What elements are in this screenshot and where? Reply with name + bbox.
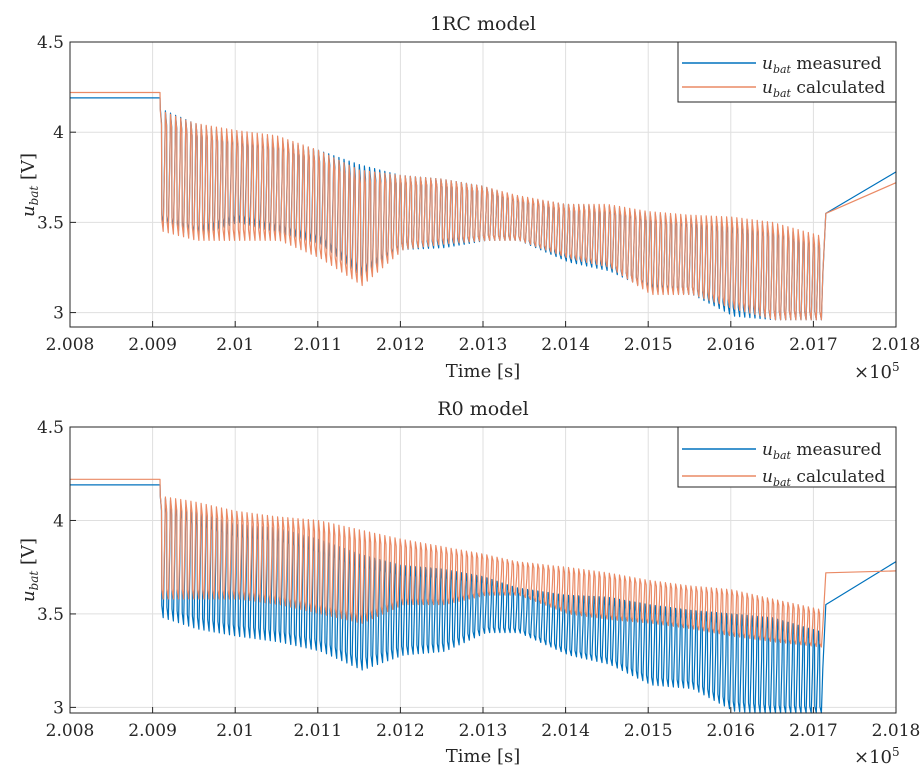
x-tick-label: 2.008 xyxy=(46,335,95,355)
x-tick-label: 2.016 xyxy=(706,335,755,355)
x-tick-label: 2.009 xyxy=(128,335,177,355)
x-tick-label: 2.013 xyxy=(459,721,508,741)
y-tick-label: 4.5 xyxy=(37,33,64,53)
x-tick-label: 2.018 xyxy=(872,721,921,741)
chart-panel-1rc: 1RC model 2.008 2.009 2.01 2.011 2.012 2.013 2… xyxy=(18,13,920,383)
chart-title: R0 model xyxy=(437,398,528,420)
series-calculated-line xyxy=(70,478,897,648)
x-axis-label: Time [s] xyxy=(446,361,521,382)
x-axis-multiplier: ×105 xyxy=(854,745,900,768)
chart-title: 1RC model xyxy=(430,13,536,35)
x-tick-label: 2.016 xyxy=(706,721,755,741)
x-tick-label: 2.014 xyxy=(541,721,590,741)
x-tick-label: 2.013 xyxy=(459,335,508,355)
series-calculated-line xyxy=(70,91,897,321)
series-measured-line xyxy=(70,484,897,714)
legend-entry-measured: ubat measured xyxy=(762,440,882,462)
x-tick-label: 2.008 xyxy=(46,721,95,741)
legend-entry-measured: ubat measured xyxy=(762,54,882,76)
y-tick-label: 4 xyxy=(53,511,64,531)
x-tick-label: 2.012 xyxy=(376,721,425,741)
x-tick-label: 2.017 xyxy=(789,721,838,741)
x-axis-multiplier: ×105 xyxy=(854,360,900,383)
y-axis-label: ubat [V] xyxy=(18,538,41,602)
x-tick-label: 2.01 xyxy=(216,335,254,355)
chart-panel-r0: R0 model 2.008 2.009 2.01 2.011 2.012 2.013 2.… xyxy=(18,398,920,768)
legend: ubat measured ubat calculated xyxy=(677,41,897,103)
y-axis-label: ubat [V] xyxy=(18,153,41,217)
legend-box xyxy=(677,426,897,488)
x-tick-label: 2.015 xyxy=(624,721,673,741)
x-axis-label: Time [s] xyxy=(446,746,521,767)
x-tick-label: 2.018 xyxy=(872,335,921,355)
y-tick-label: 3 xyxy=(53,304,64,324)
x-tick-label: 2.015 xyxy=(624,335,673,355)
y-tick-label: 4.5 xyxy=(37,418,64,438)
x-tick-label: 2.01 xyxy=(216,721,254,741)
legend-box xyxy=(677,41,897,103)
x-tick-label: 2.017 xyxy=(789,335,838,355)
legend-entry-calculated: ubat calculated xyxy=(762,78,885,100)
y-tick-label: 4 xyxy=(53,123,64,143)
legend: ubat measured ubat calculated xyxy=(677,426,897,489)
x-tick-label: 2.011 xyxy=(293,335,342,355)
y-tick-label: 3 xyxy=(53,698,64,718)
x-tick-label: 2.009 xyxy=(128,721,177,741)
legend-entry-calculated: ubat calculated xyxy=(762,467,885,489)
x-tick-label: 2.011 xyxy=(293,721,342,741)
y-tick-label: 3.5 xyxy=(37,605,64,625)
y-tick-label: 3.5 xyxy=(37,213,64,233)
x-tick-label: 2.014 xyxy=(541,335,590,355)
x-tick-label: 2.012 xyxy=(376,335,425,355)
